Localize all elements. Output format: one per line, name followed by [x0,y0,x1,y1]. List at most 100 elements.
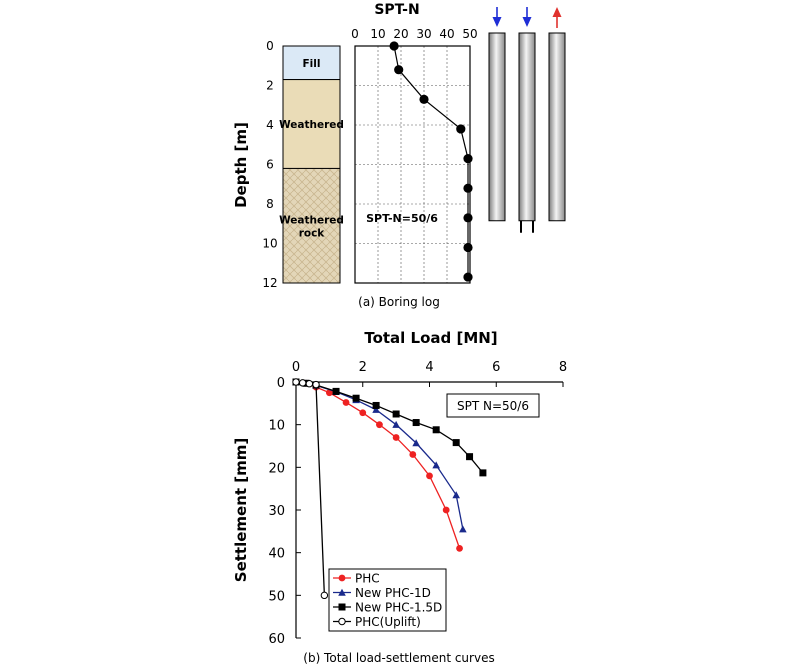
series-3-point-6 [372,401,380,409]
spt-point-5 [463,153,473,164]
soil-layer-label-3: Weathered [279,215,344,227]
series-3-point-9 [432,426,440,434]
spt-point-1 [389,41,399,51]
spt-n-title: SPT-N [374,2,419,18]
series-3-point-7 [392,410,400,418]
spt-tick-50: 50 [462,27,477,41]
spt-tick-10: 10 [370,27,385,41]
pile-shaft-2 [518,32,536,222]
series-3-point-12 [479,469,487,477]
spt-point-3 [419,94,429,104]
total-load-title: Total Load [MN] [364,329,497,347]
legend-label-1: PHC [355,572,380,586]
spt-tick-20: 20 [393,27,408,41]
series-3-point-5 [352,394,360,402]
spt-tick-0: 0 [351,27,359,41]
series-3-point-8 [412,419,420,427]
series-4-point-5 [320,591,329,600]
load-tick-2: 2 [359,360,367,375]
series-1-point-8 [392,434,400,441]
spt-grid [355,46,470,283]
depth-tick-8: 8 [266,197,274,211]
spt-point-8 [463,242,473,253]
caption-load-settlement: (b) Total load-settlement curves [303,651,494,665]
depth-axis-label: Depth [m] [232,122,250,208]
spt-point-7 [463,213,473,223]
soil-layer-2 [282,79,341,169]
series-1-point-10 [426,472,433,480]
load-arrow-head-1 [492,17,502,27]
depth-tick-6: 6 [266,158,274,172]
legend-label-2: New PHC-1D [355,586,431,600]
series-1-point-12 [456,545,463,552]
caption-boring-log: (a) Boring log [358,295,440,309]
series-1-point-5 [342,399,350,406]
series-2-point-10 [452,491,460,499]
spt-n-points [389,41,473,282]
spt-tick-labels: 0 10 20 30 40 50 [351,27,477,41]
series-2-point-11 [459,525,467,533]
spt-plot-frame [354,45,471,284]
series-3-point-4 [332,387,340,395]
load-tick-labels: 0 2 4 6 8 [292,360,567,387]
series-1-point-9 [409,451,417,458]
settlement-tick-20: 20 [268,461,285,476]
spt-info-text: SPT N=50/6 [457,399,529,413]
load-arrow-head-2 [522,17,532,27]
settlement-tick-10: 10 [268,419,285,434]
spt-n-line [393,45,469,278]
spt-point-2 [394,65,404,75]
series-4-point-3 [305,380,314,388]
series-4-point-1 [292,378,300,386]
series-2-point-7 [392,420,400,428]
settlement-axis-label: Settlement [mm] [232,438,250,582]
legend-marker-3 [338,603,346,611]
series-1-point-6 [359,409,367,417]
spt-tick-40: 40 [439,27,454,41]
pile-2 [518,7,536,233]
settlement-tick-60: 60 [268,632,285,647]
load-tick-8: 8 [559,360,567,375]
series-line-4 [295,381,326,596]
legend-label-3: New PHC-1.5D [355,601,442,615]
settlement-tick-30: 30 [268,504,285,519]
depth-tick-12: 12 [262,276,277,290]
settlement-tick-0: 0 [277,376,285,391]
load-settlement-panel: Total Load [MN] Settlement [mm] 0 2 4 6 8 0 1… [232,329,567,665]
spt-info-box: SPT N=50/6 [446,393,540,418]
spt-info-box-frame [446,393,540,418]
legend-label-4: PHC(Uplift) [355,615,421,629]
series-3-point-10 [452,439,460,447]
settlement-tick-labels: 0 10 20 30 40 50 60 [268,376,301,647]
legend-marker-4 [338,617,346,626]
spt-point-4 [456,124,466,134]
legend-frame [328,568,447,632]
load-tick-4: 4 [425,360,433,375]
series-1-point-7 [376,421,383,429]
series-3 [292,378,487,477]
spt-tick-30: 30 [416,27,431,41]
depth-tick-0: 0 [266,39,274,53]
series-1-point-4 [325,389,333,397]
legend-marker-2 [338,588,346,596]
depth-tick-2: 2 [266,79,274,93]
soil-layer-label-2: Weathered [279,119,344,131]
uplift-arrow-head-3 [552,7,562,17]
series-2-point-8 [412,439,420,447]
series-3-point-11 [466,453,474,461]
soil-layer-label-1: Fill [303,58,321,70]
series-1-point-11 [442,506,450,514]
pile-1 [488,7,506,222]
series-4-point-4 [312,380,320,389]
spt-point-6 [463,183,473,193]
depth-tick-10: 10 [262,237,277,251]
series-4 [292,378,329,600]
legend-marker-1 [338,574,346,582]
boring-log-panel: SPT-N Depth [m] 0 2 4 6 8 10 12 Fill Weathered W… [232,2,566,309]
load-settlement-series [292,378,487,600]
pile-3 [548,7,566,222]
spt-point-9 [463,272,473,282]
soil-layer-label-3: rock [299,228,326,240]
